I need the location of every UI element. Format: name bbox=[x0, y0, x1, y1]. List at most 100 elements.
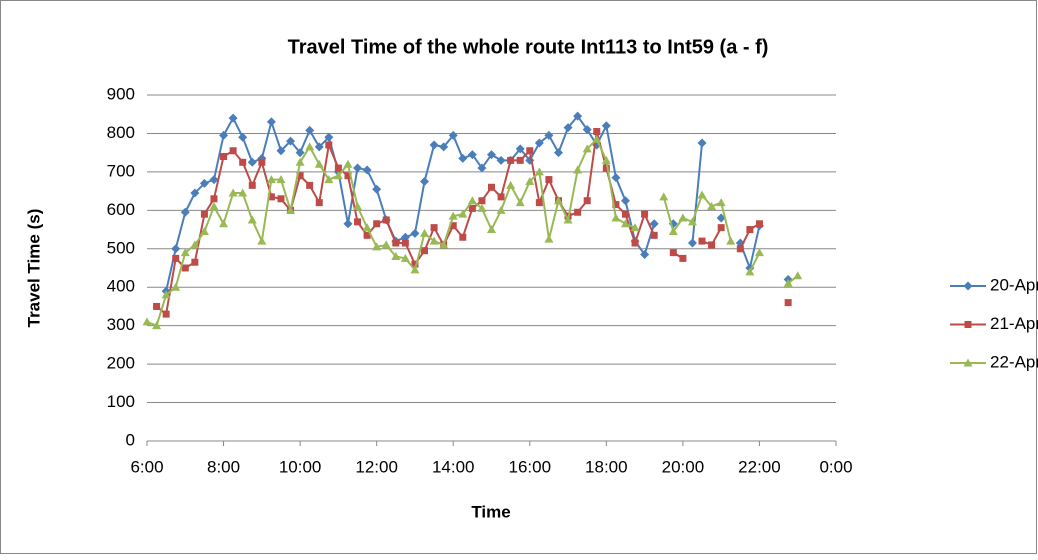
marker bbox=[669, 249, 677, 257]
marker bbox=[458, 209, 468, 218]
marker bbox=[343, 219, 353, 229]
marker bbox=[746, 226, 754, 234]
marker bbox=[641, 210, 649, 218]
marker bbox=[698, 237, 706, 245]
marker bbox=[963, 358, 973, 367]
marker bbox=[219, 219, 229, 228]
marker bbox=[324, 175, 334, 184]
y-tick-label: 400 bbox=[107, 277, 135, 296]
marker bbox=[650, 231, 658, 239]
marker bbox=[392, 239, 400, 247]
marker bbox=[305, 142, 315, 151]
marker bbox=[640, 250, 650, 260]
x-tick-label: 6:00 bbox=[130, 457, 163, 476]
x-tick-label: 0:00 bbox=[819, 457, 852, 476]
marker bbox=[248, 181, 256, 189]
marker bbox=[487, 225, 496, 234]
marker bbox=[181, 264, 189, 272]
marker bbox=[668, 226, 678, 235]
marker bbox=[324, 132, 334, 142]
marker bbox=[314, 159, 324, 168]
y-tick-label: 700 bbox=[107, 161, 135, 180]
marker bbox=[459, 233, 467, 241]
marker bbox=[172, 254, 180, 262]
marker bbox=[601, 121, 611, 131]
y-tick-label: 200 bbox=[107, 354, 135, 373]
marker bbox=[219, 130, 229, 140]
marker bbox=[534, 167, 544, 176]
marker bbox=[515, 198, 525, 207]
marker bbox=[553, 196, 563, 205]
marker bbox=[467, 150, 477, 160]
marker bbox=[362, 223, 372, 232]
marker bbox=[726, 236, 736, 245]
marker bbox=[793, 271, 803, 280]
marker bbox=[209, 175, 219, 185]
marker bbox=[305, 125, 315, 135]
marker bbox=[602, 164, 610, 172]
marker bbox=[373, 220, 381, 228]
marker bbox=[573, 111, 583, 121]
marker bbox=[582, 125, 592, 135]
marker bbox=[401, 239, 409, 247]
marker bbox=[467, 196, 477, 205]
marker bbox=[199, 178, 209, 188]
marker bbox=[526, 147, 534, 155]
marker bbox=[964, 321, 972, 328]
marker bbox=[315, 199, 323, 207]
marker bbox=[545, 176, 553, 184]
marker bbox=[621, 210, 629, 218]
marker bbox=[507, 156, 515, 164]
y-tick-label: 600 bbox=[107, 200, 135, 219]
marker bbox=[563, 215, 573, 224]
marker bbox=[228, 113, 238, 123]
marker bbox=[276, 175, 286, 184]
chart-title: Travel Time of the whole route Int113 to… bbox=[288, 36, 769, 58]
x-tick-label: 14:00 bbox=[432, 457, 475, 476]
marker bbox=[679, 254, 687, 262]
marker bbox=[678, 213, 688, 222]
marker bbox=[276, 146, 286, 156]
marker bbox=[716, 198, 726, 207]
marker bbox=[247, 157, 257, 167]
marker bbox=[477, 163, 487, 173]
marker bbox=[238, 188, 248, 197]
marker bbox=[257, 236, 267, 245]
marker bbox=[362, 165, 372, 175]
series-line bbox=[146, 137, 636, 327]
legend-label: 20-Apr bbox=[990, 275, 1038, 294]
marker bbox=[601, 155, 611, 164]
marker bbox=[717, 224, 725, 232]
marker bbox=[697, 190, 707, 199]
marker bbox=[333, 171, 343, 180]
marker bbox=[553, 148, 563, 158]
x-tick-label: 22:00 bbox=[738, 457, 781, 476]
marker bbox=[449, 222, 457, 230]
marker bbox=[258, 158, 266, 166]
x-tick-label: 20:00 bbox=[662, 457, 705, 476]
marker bbox=[180, 248, 190, 257]
marker bbox=[707, 201, 717, 210]
marker bbox=[277, 195, 285, 203]
marker bbox=[544, 130, 554, 140]
marker bbox=[708, 241, 716, 249]
marker bbox=[478, 197, 486, 205]
marker bbox=[620, 196, 630, 206]
marker bbox=[754, 248, 764, 257]
marker bbox=[295, 157, 305, 166]
marker bbox=[755, 220, 763, 228]
series-line bbox=[165, 114, 656, 292]
x-axis-label: Time bbox=[471, 502, 510, 521]
marker bbox=[458, 153, 468, 163]
marker bbox=[477, 203, 487, 212]
marker bbox=[238, 132, 248, 142]
marker bbox=[267, 193, 275, 201]
marker bbox=[161, 290, 171, 299]
marker bbox=[266, 117, 276, 127]
marker bbox=[429, 140, 439, 150]
marker bbox=[343, 159, 353, 168]
marker bbox=[381, 240, 391, 249]
marker bbox=[220, 153, 228, 161]
y-tick-label: 300 bbox=[107, 315, 135, 334]
